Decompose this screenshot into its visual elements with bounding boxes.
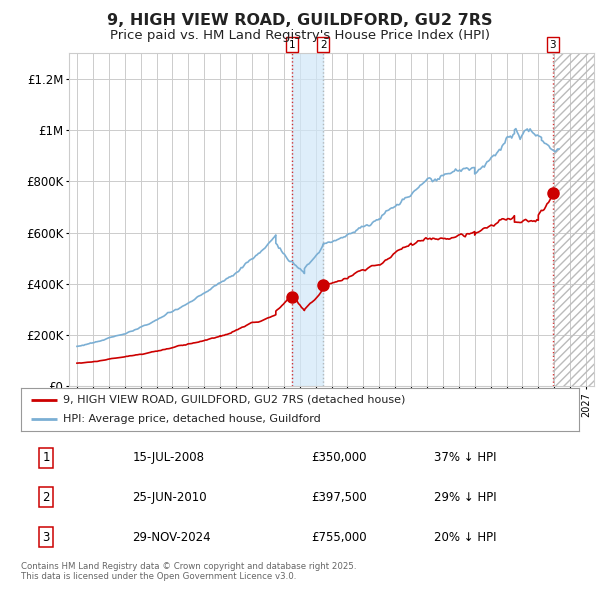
Text: 20% ↓ HPI: 20% ↓ HPI — [434, 530, 496, 543]
Bar — [553, 53, 594, 386]
Bar — [292, 53, 323, 386]
Text: £397,500: £397,500 — [311, 491, 367, 504]
Text: £350,000: £350,000 — [311, 451, 367, 464]
Text: 9, HIGH VIEW ROAD, GUILDFORD, GU2 7RS: 9, HIGH VIEW ROAD, GUILDFORD, GU2 7RS — [107, 13, 493, 28]
Text: 29% ↓ HPI: 29% ↓ HPI — [434, 491, 497, 504]
Text: 9, HIGH VIEW ROAD, GUILDFORD, GU2 7RS (detached house): 9, HIGH VIEW ROAD, GUILDFORD, GU2 7RS (d… — [63, 395, 405, 405]
Text: 1: 1 — [289, 40, 296, 50]
Text: 29-NOV-2024: 29-NOV-2024 — [133, 530, 211, 543]
Text: 3: 3 — [550, 40, 556, 50]
Text: HPI: Average price, detached house, Guildford: HPI: Average price, detached house, Guil… — [63, 414, 320, 424]
Text: £755,000: £755,000 — [311, 530, 367, 543]
Text: 2: 2 — [43, 491, 50, 504]
Text: 1: 1 — [43, 451, 50, 464]
Text: Contains HM Land Registry data © Crown copyright and database right 2025.
This d: Contains HM Land Registry data © Crown c… — [21, 562, 356, 581]
Text: 2: 2 — [320, 40, 326, 50]
Text: 37% ↓ HPI: 37% ↓ HPI — [434, 451, 496, 464]
Text: 15-JUL-2008: 15-JUL-2008 — [133, 451, 205, 464]
Text: Price paid vs. HM Land Registry's House Price Index (HPI): Price paid vs. HM Land Registry's House … — [110, 30, 490, 42]
Text: 25-JUN-2010: 25-JUN-2010 — [133, 491, 207, 504]
Text: 3: 3 — [43, 530, 50, 543]
